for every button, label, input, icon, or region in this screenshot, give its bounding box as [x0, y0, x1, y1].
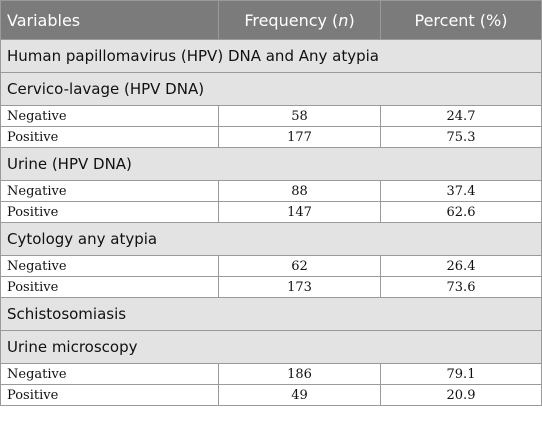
row-label: Positive: [0, 201, 219, 223]
section-title-urine-hpv: Urine (HPV DNA): [0, 147, 542, 181]
section-title-cervico: Cervico-lavage (HPV DNA): [0, 72, 542, 106]
section-row-urine-hpv: Urine (HPV DNA): [0, 147, 542, 181]
section-title-cytology: Cytology any atypia: [0, 222, 542, 256]
table-row: Positive 173 73.6: [0, 276, 542, 298]
row-frequency: 88: [218, 180, 381, 202]
row-percent: 37.4: [380, 180, 542, 202]
row-percent: 73.6: [380, 276, 542, 298]
row-label: Negative: [0, 363, 219, 385]
header-frequency-n: n: [338, 10, 349, 30]
row-percent: 79.1: [380, 363, 542, 385]
table-row: Positive 177 75.3: [0, 126, 542, 148]
section-row-schisto: Schistosomiasis: [0, 297, 542, 331]
table-row: Positive 147 62.6: [0, 201, 542, 223]
row-frequency: 58: [218, 105, 381, 127]
section-title-hpv: Human papillomavirus (HPV) DNA and Any a…: [0, 39, 542, 73]
row-frequency: 147: [218, 201, 381, 223]
row-frequency: 186: [218, 363, 381, 385]
row-frequency: 173: [218, 276, 381, 298]
table-row: Negative 62 26.4: [0, 255, 542, 277]
header-frequency-suffix: ): [348, 10, 355, 30]
row-label: Positive: [0, 126, 219, 148]
row-frequency: 62: [218, 255, 381, 277]
row-label: Negative: [0, 255, 219, 277]
table-header-row: Variables Frequency (n) Percent (%): [0, 0, 542, 40]
row-label: Positive: [0, 384, 219, 406]
table-row: Negative 58 24.7: [0, 105, 542, 127]
section-row-hpv: Human papillomavirus (HPV) DNA and Any a…: [0, 39, 542, 73]
header-percent: Percent (%): [380, 0, 542, 40]
row-percent: 26.4: [380, 255, 542, 277]
table-row: Negative 186 79.1: [0, 363, 542, 385]
row-frequency: 49: [218, 384, 381, 406]
section-row-urine-micro: Urine microscopy: [0, 330, 542, 364]
row-percent: 20.9: [380, 384, 542, 406]
header-frequency: Frequency (n): [218, 0, 381, 40]
header-variables: Variables: [0, 0, 219, 40]
row-label: Positive: [0, 276, 219, 298]
section-title-urine-micro: Urine microscopy: [0, 330, 542, 364]
section-title-schisto: Schistosomiasis: [0, 297, 542, 331]
row-percent: 24.7: [380, 105, 542, 127]
section-row-cytology: Cytology any atypia: [0, 222, 542, 256]
results-table: Variables Frequency (n) Percent (%) Huma…: [0, 0, 542, 406]
header-frequency-prefix: Frequency (: [244, 10, 339, 30]
row-percent: 75.3: [380, 126, 542, 148]
row-frequency: 177: [218, 126, 381, 148]
table-row: Positive 49 20.9: [0, 384, 542, 406]
section-row-cervico: Cervico-lavage (HPV DNA): [0, 72, 542, 106]
row-percent: 62.6: [380, 201, 542, 223]
row-label: Negative: [0, 180, 219, 202]
table-row: Negative 88 37.4: [0, 180, 542, 202]
row-label: Negative: [0, 105, 219, 127]
